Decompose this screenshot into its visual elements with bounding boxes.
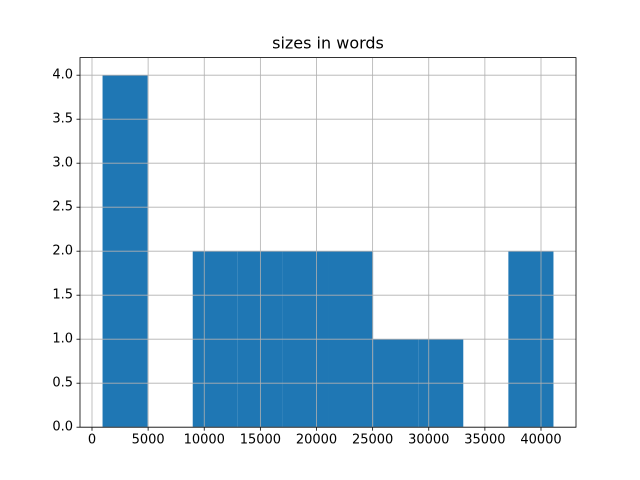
x-tick-label: 25000 bbox=[352, 433, 393, 448]
y-tick-label: 0.5 bbox=[52, 376, 73, 391]
x-tick-label: 5000 bbox=[132, 433, 165, 448]
y-tick-label: 3.0 bbox=[52, 156, 73, 171]
x-tick-label: 35000 bbox=[464, 433, 505, 448]
y-tick-label: 0.0 bbox=[52, 420, 73, 435]
y-tick-label: 3.5 bbox=[52, 112, 73, 127]
plot-frame bbox=[79, 57, 577, 428]
x-tick-label: 10000 bbox=[184, 433, 225, 448]
x-tick-label: 0 bbox=[88, 433, 96, 448]
x-tick-label: 40000 bbox=[520, 433, 561, 448]
x-tick-label: 20000 bbox=[296, 433, 337, 448]
y-tick-label: 2.0 bbox=[52, 244, 73, 259]
y-tick-label: 2.5 bbox=[52, 200, 73, 215]
chart-title: sizes in words bbox=[272, 34, 384, 53]
y-tick-label: 1.5 bbox=[52, 288, 73, 303]
y-tick-label: 4.0 bbox=[52, 68, 73, 83]
x-tick-label: 30000 bbox=[408, 433, 449, 448]
y-tick-label: 1.0 bbox=[52, 332, 73, 347]
x-tick-label: 15000 bbox=[240, 433, 281, 448]
